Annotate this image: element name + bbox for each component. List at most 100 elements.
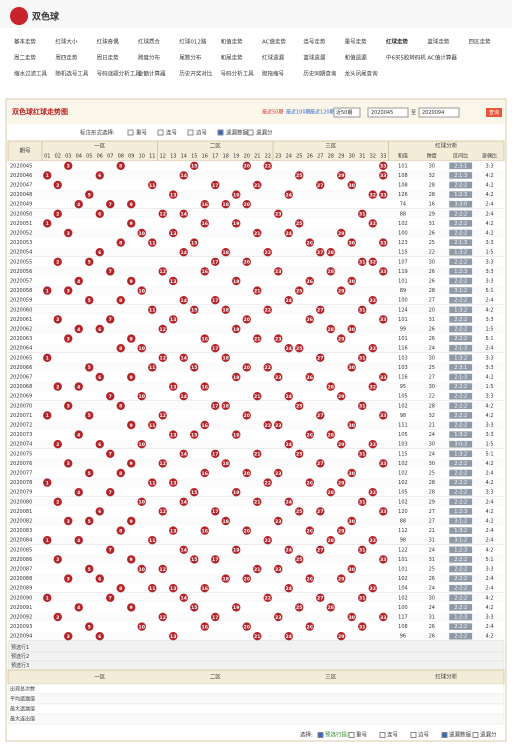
red-ball-number: 16 — [202, 384, 208, 390]
nav-link[interactable]: 号码谜题分析工具 — [97, 70, 142, 78]
stat-value: 26 — [429, 327, 435, 333]
red-ball — [316, 545, 325, 554]
nav-link[interactable]: 篮球遗漏 — [303, 54, 326, 62]
preselect-row[interactable] — [7, 660, 505, 671]
nav-link[interactable]: 重号走势 — [345, 38, 368, 46]
red-ball-number: 4 — [77, 202, 80, 208]
nav-link[interactable]: 随机选号工具 — [55, 70, 89, 78]
nav-link[interactable]: 金额计算器 — [138, 70, 166, 78]
stats-group-header: 红球分析 — [435, 142, 458, 150]
footer-checkbox[interactable] — [317, 732, 324, 738]
red-ball-number: 29 — [338, 528, 344, 534]
red-ball — [221, 305, 230, 314]
nav-link[interactable]: 和值走势 — [221, 38, 244, 46]
red-ball-number: 8 — [119, 240, 122, 246]
nav-link[interactable]: 基本走势 — [14, 38, 37, 46]
period-select[interactable] — [333, 107, 361, 118]
zone-ratio-box — [449, 296, 473, 304]
red-ball — [316, 507, 325, 516]
number-header: 05 — [86, 154, 92, 160]
footer-checkbox[interactable] — [472, 732, 479, 738]
nav-link[interactable]: 红球质合 — [138, 38, 161, 46]
red-ball — [169, 584, 178, 593]
stat-value: 105 — [398, 432, 408, 438]
red-ball-number: 30 — [349, 615, 355, 621]
red-ball-number: 33 — [380, 509, 386, 515]
nav-link[interactable]: 跨度分布 — [138, 54, 161, 62]
red-ball — [263, 478, 272, 487]
footer-checkbox[interactable] — [410, 732, 417, 738]
red-ball — [64, 574, 73, 583]
stat-value: 2:2:2 — [454, 490, 467, 496]
nav-link[interactable]: 和值遗漏 — [345, 54, 368, 62]
nav-link[interactable]: 尾数分布 — [179, 54, 202, 62]
nav-link[interactable]: 蓝球走势 — [427, 38, 450, 46]
red-ball-number: 33 — [380, 173, 386, 179]
nav-link[interactable]: 中6买5胶转码机 — [386, 54, 426, 62]
red-ball-number: 6 — [98, 375, 101, 381]
red-ball — [190, 238, 199, 247]
footer-checkbox[interactable] — [379, 732, 386, 738]
nav-link[interactable]: 红球遗漏 — [262, 54, 285, 62]
nav-link[interactable]: 周四走势 — [55, 54, 78, 62]
red-ball-number: 3 — [67, 576, 70, 582]
zone-ratio-box — [449, 191, 473, 198]
to-input[interactable] — [418, 107, 460, 118]
footer-checkbox[interactable] — [441, 732, 448, 738]
stat-value: 124 — [398, 307, 408, 313]
nav-link[interactable]: 龙头凤尾查询 — [345, 70, 379, 78]
nav-link[interactable]: 红球走势 — [386, 38, 409, 46]
number-header: 13 — [170, 154, 176, 160]
period-link[interactable]: 最近100期 — [286, 109, 311, 116]
nav-link[interactable]: 四区走势 — [469, 38, 492, 46]
query-button[interactable] — [486, 108, 502, 117]
red-ball — [190, 363, 199, 372]
option-checkbox[interactable] — [187, 129, 194, 136]
red-ball — [368, 190, 377, 199]
option-checkbox[interactable] — [247, 129, 254, 136]
red-ball — [43, 353, 52, 362]
preselect-row[interactable] — [7, 651, 505, 662]
nav-link[interactable]: 缩水过滤工具 — [14, 70, 48, 78]
nav-link[interactable]: 历史同期查询 — [303, 70, 337, 78]
red-ball-number: 28 — [328, 250, 334, 256]
issue: 2020089 — [10, 586, 32, 592]
nav-link[interactable]: 历史开奖对比 — [179, 70, 213, 78]
stat-value: 29 — [429, 211, 435, 217]
red-ball-number: 28 — [328, 269, 334, 275]
nav-link[interactable]: 号码分析工具 — [221, 70, 255, 78]
from-input[interactable] — [367, 107, 409, 118]
red-ball-number: 10 — [139, 624, 145, 630]
nav-link[interactable]: 周二走势 — [14, 54, 37, 62]
nav-link[interactable]: AC值计算器 — [427, 54, 457, 62]
red-ball-number: 19 — [233, 605, 239, 611]
red-ball — [127, 420, 136, 430]
nav-link[interactable]: 周日走势 — [97, 54, 120, 62]
nav-link[interactable]: 胆拖缩号 — [262, 70, 285, 78]
nav-link[interactable]: 红球012路 — [179, 38, 206, 46]
nav-link[interactable]: 连号走势 — [303, 38, 326, 46]
stat-value: 3:3 — [486, 279, 494, 285]
nav-link[interactable]: 和尾走势 — [221, 54, 244, 62]
red-ball-number: 33 — [380, 461, 386, 467]
option-text: 边号 — [196, 129, 208, 137]
option-checkbox[interactable] — [157, 129, 164, 136]
red-ball-number: 8 — [119, 528, 122, 534]
nav-link[interactable]: 红球奇偶 — [97, 38, 120, 46]
option-checkbox[interactable] — [127, 129, 134, 136]
logo — [10, 7, 28, 25]
red-ball-number: 22 — [265, 308, 271, 314]
footer-checkbox[interactable] — [348, 732, 355, 738]
nav-link[interactable]: AC值走势 — [262, 38, 287, 46]
period-link[interactable]: 最近120期 — [310, 109, 335, 116]
preselect-row[interactable] — [7, 642, 505, 653]
period-link[interactable]: 最近50期 — [262, 109, 283, 116]
red-ball — [137, 440, 146, 449]
red-ball-number: 9 — [130, 461, 133, 467]
red-ball — [242, 526, 251, 535]
stat-value: 1:3:2 — [454, 307, 467, 313]
option-checkbox[interactable] — [217, 129, 224, 136]
red-ball-number: 5 — [88, 260, 91, 266]
red-ball — [211, 507, 220, 516]
nav-link[interactable]: 红球大小 — [55, 38, 78, 46]
